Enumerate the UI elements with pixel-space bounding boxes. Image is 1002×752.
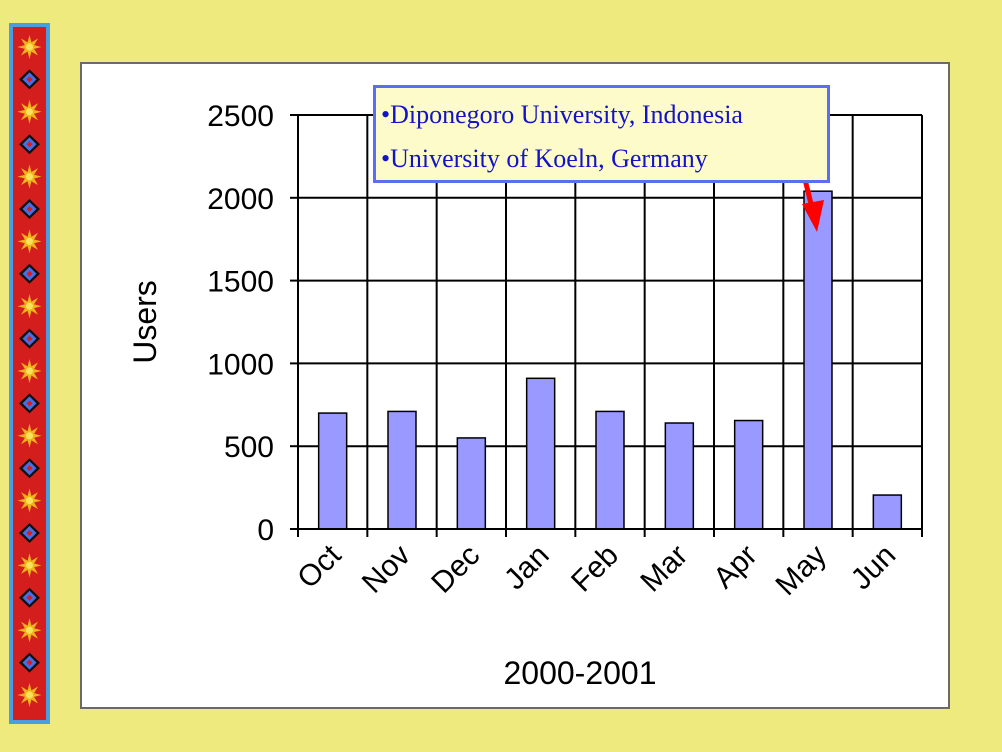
annotation-callout: •Diponegoro University, Indonesia •Unive… [373,85,830,183]
diamond-icon [19,328,40,349]
diamond-icon [19,393,40,414]
star-icon [17,488,42,513]
star-icon [17,553,42,578]
star-icon [17,229,42,254]
x-tick-label-jan: Jan [498,539,556,597]
x-tick-label-nov: Nov [356,539,417,600]
decorative-border-strip [9,23,50,724]
star-icon [17,359,42,383]
diamond-icon [19,263,40,284]
x-tick-label-dec: Dec [425,539,486,600]
diamond-icon [19,134,40,155]
bar-may [803,190,833,530]
arrow-head [802,200,824,232]
star-icon [17,164,42,189]
star-icon [17,618,42,643]
x-tick-label-oct: Oct [291,538,348,595]
x-tick-label-mar: Mar [634,539,694,599]
bars [317,190,903,530]
diamond-icon [19,523,40,543]
x-tick-label-may: May [770,539,833,602]
y-tick-label: 1000 [207,348,274,381]
y-tick-label: 0 [257,514,274,547]
y-tick-labels: 0 500 1000 1500 2000 2500 [207,100,274,547]
y-tick-label: 500 [224,431,274,464]
bar-jun [872,494,903,530]
bar-nov [387,410,417,530]
bar-oct [317,412,348,530]
bar-chart: 0 500 1000 1500 2000 2500 Oct Nov Dec Jan Feb Mar A… [127,100,923,691]
bar-dec [456,437,487,530]
diamond-icon [19,199,40,219]
y-tick-label: 2000 [207,183,274,216]
pattern-icons [17,35,42,707]
star-icon [17,35,42,59]
axes [290,114,923,537]
bar-mar [664,422,695,530]
y-tick-label: 1500 [207,266,274,299]
callout-line-1: •Diponegoro University, Indonesia [381,100,743,129]
decorative-pattern [13,27,46,720]
x-axis-title: 2000-2001 [503,655,656,691]
diamond-icon [19,587,40,608]
diamond-icon [19,69,40,90]
star-icon [17,294,42,319]
y-tick-label: 2500 [207,100,274,133]
star-icon [17,423,42,448]
diamond-icon [19,458,40,479]
star-icon [17,99,42,124]
x-tick-labels: Oct Nov Dec Jan Feb Mar Apr May Jun [291,538,902,602]
callout-line-2: •University of Koeln, Germany [381,144,708,173]
star-icon [17,683,42,707]
bar-feb [595,410,625,530]
bar-apr [733,419,764,530]
y-axis-title: Users [127,280,163,364]
x-tick-label-apr: Apr [707,539,763,595]
x-tick-label-jun: Jun [845,539,903,597]
x-tick-label-feb: Feb [565,539,625,599]
diamond-icon [19,652,40,673]
bar-jan [525,377,556,530]
